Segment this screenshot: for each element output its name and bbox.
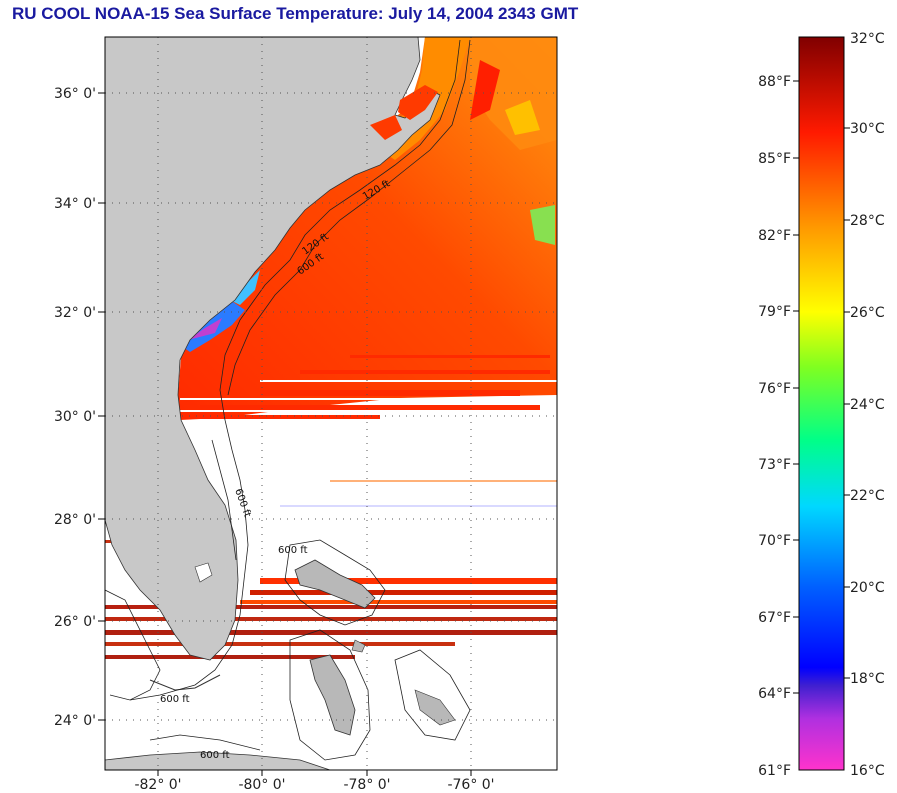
lake-okeechobee <box>194 562 213 583</box>
celsius-labels: 32°C 30°C 28°C 26°C 24°C 22°C 20°C 18°C … <box>850 31 885 779</box>
longitude-labels: -82° 0' -80° 0' -78° 0' -76° 0' <box>134 777 494 793</box>
lat-label: 24° 0' <box>54 713 96 729</box>
celsius-label: 24°C <box>850 397 885 413</box>
map-frame <box>104 36 558 771</box>
warm-sea-area <box>178 37 557 420</box>
eleuthera-island <box>414 689 456 726</box>
fahrenheit-label: 67°F <box>758 610 791 626</box>
sst-map: 120 ft 600 ft 120 ft 600 ft 600 ft 600 f… <box>105 37 557 770</box>
depth-label: 600 ft <box>278 545 308 556</box>
cool-offshore-patch <box>530 205 555 245</box>
grand-bahama <box>294 559 376 609</box>
fahrenheit-label: 82°F <box>758 228 791 244</box>
warm-offshore-patch <box>505 100 540 135</box>
florida-keys <box>149 674 221 691</box>
celsius-label: 28°C <box>850 213 885 229</box>
depth-label: 600 ft <box>160 694 190 705</box>
fahrenheit-label: 76°F <box>758 381 791 397</box>
bathymetry-contours <box>105 39 471 761</box>
map-ticks <box>98 92 472 776</box>
fahrenheit-label: 61°F <box>758 763 791 779</box>
fahrenheit-label: 79°F <box>758 304 791 320</box>
celsius-label: 26°C <box>850 305 885 321</box>
page-title: RU COOL NOAA-15 Sea Surface Temperature:… <box>12 4 579 23</box>
celsius-label: 32°C <box>850 31 885 47</box>
depth-label: 600 ft <box>200 750 230 761</box>
cloud-edge-pixels <box>180 355 550 419</box>
lon-label: -76° 0' <box>447 777 494 793</box>
fahrenheit-label: 64°F <box>758 686 791 702</box>
temperature-colorbar <box>798 36 845 771</box>
lat-label: 30° 0' <box>54 409 96 425</box>
andros-island <box>309 654 356 736</box>
lat-label: 28° 0' <box>54 512 96 528</box>
lat-label: 26° 0' <box>54 614 96 630</box>
cuba-land <box>105 751 331 770</box>
lat-label: 34° 0' <box>54 196 96 212</box>
celsius-label: 30°C <box>850 121 885 137</box>
celsius-label: 18°C <box>850 671 885 687</box>
gulf-stream-core <box>470 60 500 120</box>
pamlico-sound <box>398 85 438 120</box>
lat-label: 32° 0' <box>54 305 96 321</box>
lon-label: -80° 0' <box>238 777 285 793</box>
cold-coastal-patch <box>188 318 222 340</box>
celsius-label: 22°C <box>850 488 885 504</box>
colorbar-ticks <box>793 80 850 694</box>
lon-label: -78° 0' <box>343 777 390 793</box>
fahrenheit-labels: 88°F 85°F 82°F 79°F 76°F 73°F 70°F 67°F … <box>758 74 791 779</box>
small-island <box>351 639 366 653</box>
latitude-labels: 36° 0' 34° 0' 32° 0' 30° 0' 28° 0' 26° 0… <box>54 86 96 729</box>
fahrenheit-label: 70°F <box>758 533 791 549</box>
sound-inlet <box>370 115 402 140</box>
lat-label: 36° 0' <box>54 86 96 102</box>
lon-label: -82° 0' <box>134 777 181 793</box>
fahrenheit-label: 73°F <box>758 457 791 473</box>
celsius-label: 16°C <box>850 763 885 779</box>
celsius-label: 20°C <box>850 580 885 596</box>
fahrenheit-label: 85°F <box>758 151 791 167</box>
fahrenheit-label: 88°F <box>758 74 791 90</box>
cloud-streaks <box>180 380 557 412</box>
